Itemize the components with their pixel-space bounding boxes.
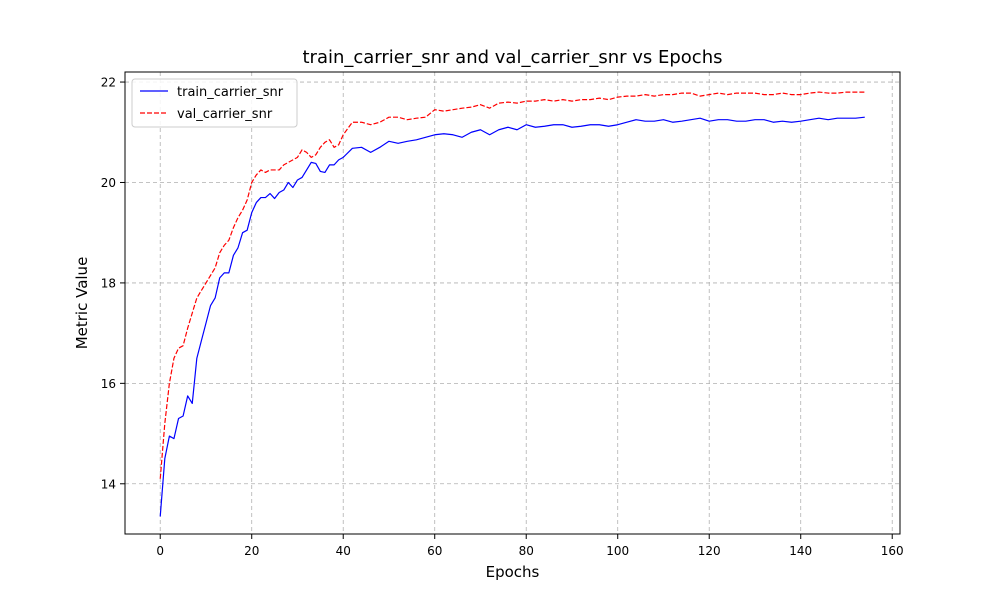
x-tick-label: 40 xyxy=(336,544,351,558)
grid xyxy=(125,72,900,534)
x-tick-label: 20 xyxy=(244,544,259,558)
legend-label-val: val_carrier_snr xyxy=(177,107,273,122)
y-tick-label: 18 xyxy=(101,276,116,290)
y-tick-label: 14 xyxy=(101,477,116,491)
x-axis-ticks: 0 20 40 60 80 100 120 140 160 xyxy=(156,534,904,558)
x-tick-label: 160 xyxy=(881,544,904,558)
plot-frame xyxy=(124,71,901,535)
x-tick-label: 80 xyxy=(519,544,534,558)
x-tick-label: 120 xyxy=(698,544,721,558)
y-tick-label: 20 xyxy=(101,176,116,190)
series-layer xyxy=(159,91,865,517)
x-axis-title: Epochs xyxy=(486,563,540,581)
y-axis-ticks: 14 16 18 20 22 xyxy=(101,76,125,491)
series-line-train xyxy=(159,116,865,517)
legend-box xyxy=(131,78,298,128)
x-tick-label: 140 xyxy=(789,544,812,558)
legend: train_carrier_snr val_carrier_snr xyxy=(131,78,298,128)
y-tick-label: 16 xyxy=(101,377,116,391)
legend-label-train: train_carrier_snr xyxy=(177,85,284,100)
series-line-val xyxy=(159,91,865,479)
y-axis-title: Metric Value xyxy=(73,257,91,350)
x-tick-label: 0 xyxy=(156,544,164,558)
y-tick-label: 22 xyxy=(101,76,116,90)
chart-title: train_carrier_snr and val_carrier_snr vs… xyxy=(302,47,722,68)
x-tick-label: 60 xyxy=(427,544,442,558)
x-tick-label: 100 xyxy=(606,544,629,558)
